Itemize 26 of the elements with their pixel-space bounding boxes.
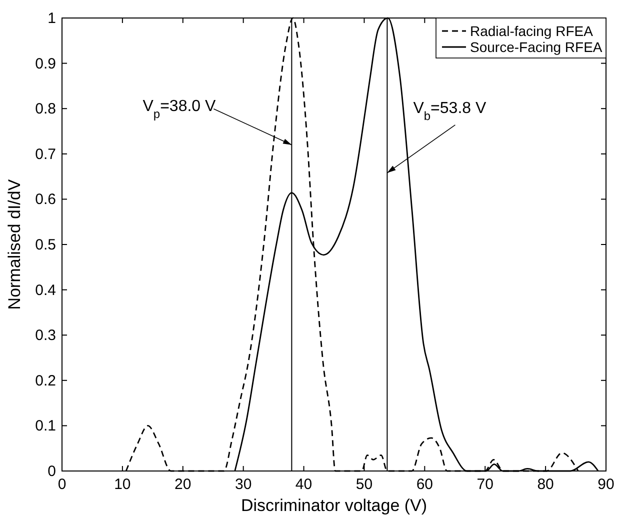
y-tick-label: 0.8: [35, 100, 56, 118]
x-tick-label: 10: [114, 476, 131, 493]
y-tick-label: 0: [48, 463, 56, 480]
annotation: V$_{p}$=38.0 V: [142, 98, 216, 121]
y-tick-label: 0.3: [35, 327, 56, 344]
y-tick-label: 1: [48, 10, 56, 27]
x-tick-label: 60: [416, 476, 434, 493]
legend-label: Source-Facing RFEA: [470, 39, 603, 55]
x-tick-label: 70: [476, 476, 494, 493]
y-tick-label: 0.9: [35, 55, 56, 72]
y-tick-label: 0.6: [35, 191, 56, 208]
y-tick-label: 0.4: [35, 282, 56, 299]
x-tick-label: 20: [174, 476, 192, 493]
annotation: V$_{b}$=53.8 V: [413, 100, 486, 123]
x-tick-label: 40: [295, 476, 312, 493]
x-tick-label: 30: [234, 476, 252, 493]
y-axis-title: Normalised dI/dV: [5, 178, 24, 310]
legend-label: Radial-facing RFEA: [470, 23, 594, 39]
x-tick-label: 50: [356, 476, 373, 493]
y-tick-label: 0.1: [35, 418, 56, 435]
y-tick-label: 0.7: [35, 146, 56, 163]
y-tick-label: 0.2: [35, 372, 56, 390]
x-axis-title: Discriminator voltage (V): [240, 496, 428, 515]
x-tick-label: 90: [598, 476, 614, 493]
x-tick-label: 80: [537, 476, 554, 493]
y-tick-label: 0.5: [35, 236, 56, 254]
